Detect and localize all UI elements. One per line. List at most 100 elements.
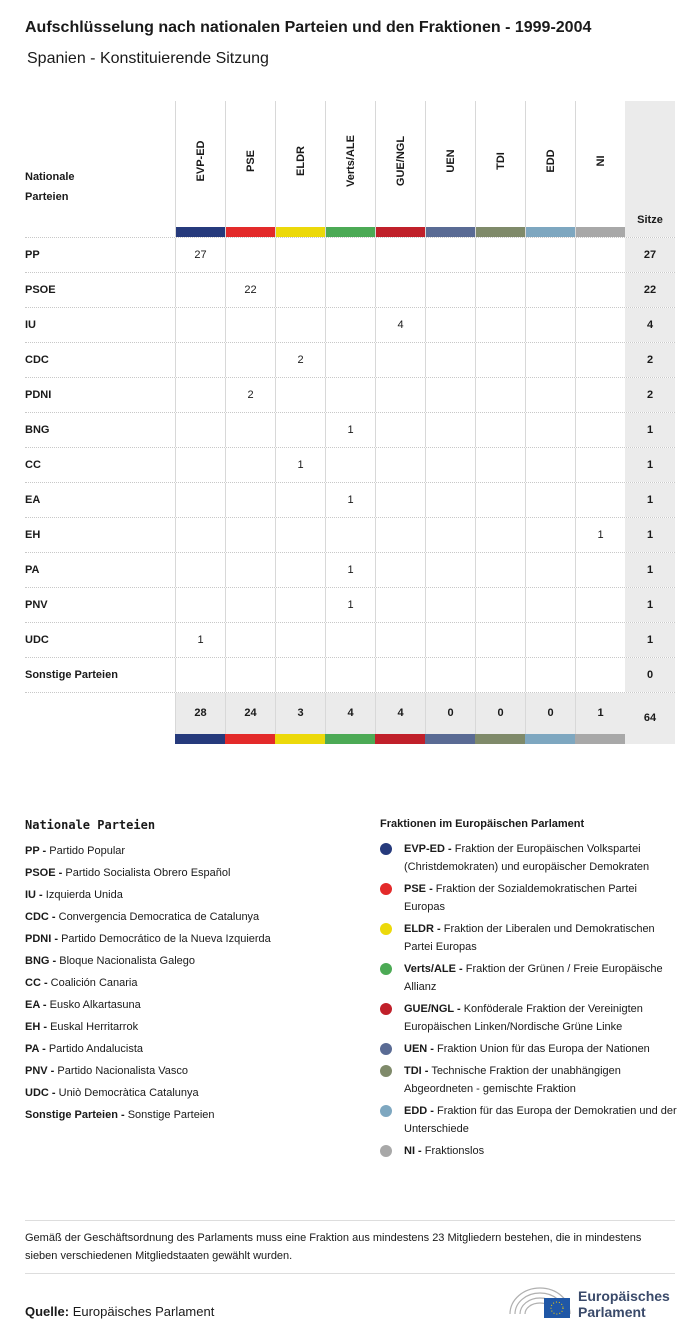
- seat-cell: [525, 448, 575, 482]
- group-color-bar: [175, 734, 225, 744]
- party-name: PNV: [25, 599, 48, 611]
- group-fullname: Konföderale Fraktion der Vereinigten Eur…: [404, 1003, 643, 1033]
- party-legend-item: PNV - Partido Nacionalista Vasco: [25, 1060, 271, 1082]
- seat-cell: [375, 553, 425, 587]
- group-legend: Fraktionen im Europäischen Parlament EVP…: [380, 818, 680, 1164]
- party-fullname: Sonstige Parteien: [127, 1109, 215, 1121]
- party-abbr: EH -: [25, 1021, 47, 1033]
- seat-cell: 1: [325, 413, 375, 447]
- seat-cell: [475, 518, 525, 552]
- seat-cell: [575, 273, 625, 307]
- seat-cell: [225, 588, 275, 622]
- seat-cell: [425, 553, 475, 587]
- seat-cell: [175, 273, 225, 307]
- seat-cell: [575, 238, 625, 272]
- table-row: PNV 1 1: [25, 587, 675, 622]
- seat-cell: [575, 553, 625, 587]
- party-legend-item: EH - Euskal Herritarrok: [25, 1016, 271, 1038]
- party-fullname: Partido Socialista Obrero Español: [65, 867, 231, 879]
- party-legend-item: UDC - Uniò Democràtica Catalunya: [25, 1082, 271, 1104]
- party-fullname: Bloque Nacionalista Galego: [59, 955, 195, 967]
- seat-cell: [225, 343, 275, 377]
- party-name: CC: [25, 459, 41, 471]
- group-label: GUE/NGL: [394, 135, 407, 187]
- table-row: PDNI 2 2: [25, 377, 675, 412]
- seat-cell: [275, 658, 325, 692]
- seat-cell: [175, 343, 225, 377]
- seat-cell: [175, 413, 225, 447]
- party-legend-item: EA - Eusko Alkartasuna: [25, 994, 271, 1016]
- party-legend-item: CDC - Convergencia Democratica de Catalu…: [25, 906, 271, 928]
- seat-cell: [225, 518, 275, 552]
- seat-cell: [325, 623, 375, 657]
- group-label: EVP-ED: [194, 140, 207, 182]
- seat-cell: [425, 378, 475, 412]
- seat-cell: [475, 623, 525, 657]
- party-name: PSOE: [25, 284, 56, 296]
- seat-cell: [425, 308, 475, 342]
- seat-cell: [575, 343, 625, 377]
- seat-cell: 4: [375, 308, 425, 342]
- seat-cell: [475, 448, 525, 482]
- seat-cell: [575, 658, 625, 692]
- group-color-dot-icon: [380, 883, 392, 895]
- party-legend-item: PDNI - Partido Democrático de la Nueva I…: [25, 928, 271, 950]
- group-total: 0: [525, 693, 575, 734]
- seat-cell: [375, 623, 425, 657]
- group-label: ELDR: [294, 146, 307, 176]
- source: Quelle: Europäisches Parlament: [25, 1304, 214, 1319]
- table-row: Sonstige Parteien 0: [25, 657, 675, 692]
- group-abbr: TDI -: [404, 1065, 429, 1077]
- party-name: EH: [25, 529, 41, 541]
- seat-cell: [275, 413, 325, 447]
- seat-cell: [275, 308, 325, 342]
- group-legend-item: PSE - Fraktion der Sozialdemokratischen …: [380, 880, 680, 916]
- group-column-header: NI: [575, 101, 625, 237]
- table-row: PSOE 22 22: [25, 272, 675, 307]
- table-header: Nationale Parteien Sitze EVP-ED PSE ELDR Ve…: [25, 101, 675, 237]
- group-abbr: PSE -: [404, 883, 433, 895]
- party-legend: Nationale Parteien PP - Partido Popular P…: [25, 818, 271, 1126]
- page-title: Aufschlüsselung nach nationalen Parteien…: [25, 19, 592, 36]
- group-column-header: TDI: [475, 101, 525, 237]
- seat-cell: [525, 553, 575, 587]
- seat-cell: [525, 588, 575, 622]
- group-fullname: Fraktion der Liberalen und Demokratische…: [404, 923, 655, 953]
- group-column-header: PSE: [225, 101, 275, 237]
- group-label: EDD: [544, 149, 557, 173]
- seat-cell: [425, 448, 475, 482]
- party-name: IU: [25, 319, 36, 331]
- seat-cell: [275, 238, 325, 272]
- seat-cell: [525, 343, 575, 377]
- party-fullname: Izquierda Unida: [45, 889, 123, 901]
- party-abbr: UDC -: [25, 1087, 56, 1099]
- seat-cell: 1: [175, 623, 225, 657]
- party-legend-item: IU - Izquierda Unida: [25, 884, 271, 906]
- seat-cell: [375, 238, 425, 272]
- party-fullname: Coalición Canaria: [50, 977, 138, 989]
- row-total: 22: [625, 273, 675, 307]
- table-row: IU 4 4: [25, 307, 675, 342]
- party-abbr: CC -: [25, 977, 48, 989]
- seat-cell: [575, 588, 625, 622]
- seat-cell: [575, 483, 625, 517]
- row-header: Nationale Parteien: [25, 171, 75, 203]
- page-subtitle: Spanien - Konstituierende Sitzung: [27, 50, 269, 67]
- seat-cell: [525, 413, 575, 447]
- seat-cell: [425, 623, 475, 657]
- group-color-bar: [226, 227, 275, 237]
- row-total: 1: [625, 553, 675, 587]
- group-color-bar: [176, 227, 225, 237]
- group-column-header: UEN: [425, 101, 475, 237]
- group-legend-item: GUE/NGL - Konföderale Fraktion der Verei…: [380, 1000, 680, 1036]
- source-label: Quelle:: [25, 1304, 70, 1319]
- seat-cell: [325, 518, 375, 552]
- seat-cell: [425, 343, 475, 377]
- seat-cell: 1: [275, 448, 325, 482]
- grand-total: 64: [625, 693, 675, 744]
- seat-cell: [175, 378, 225, 412]
- row-total: 2: [625, 343, 675, 377]
- seat-cell: [475, 378, 525, 412]
- party-fullname: Uniò Democràtica Catalunya: [58, 1087, 199, 1099]
- party-fullname: Partido Nacionalista Vasco: [57, 1065, 189, 1077]
